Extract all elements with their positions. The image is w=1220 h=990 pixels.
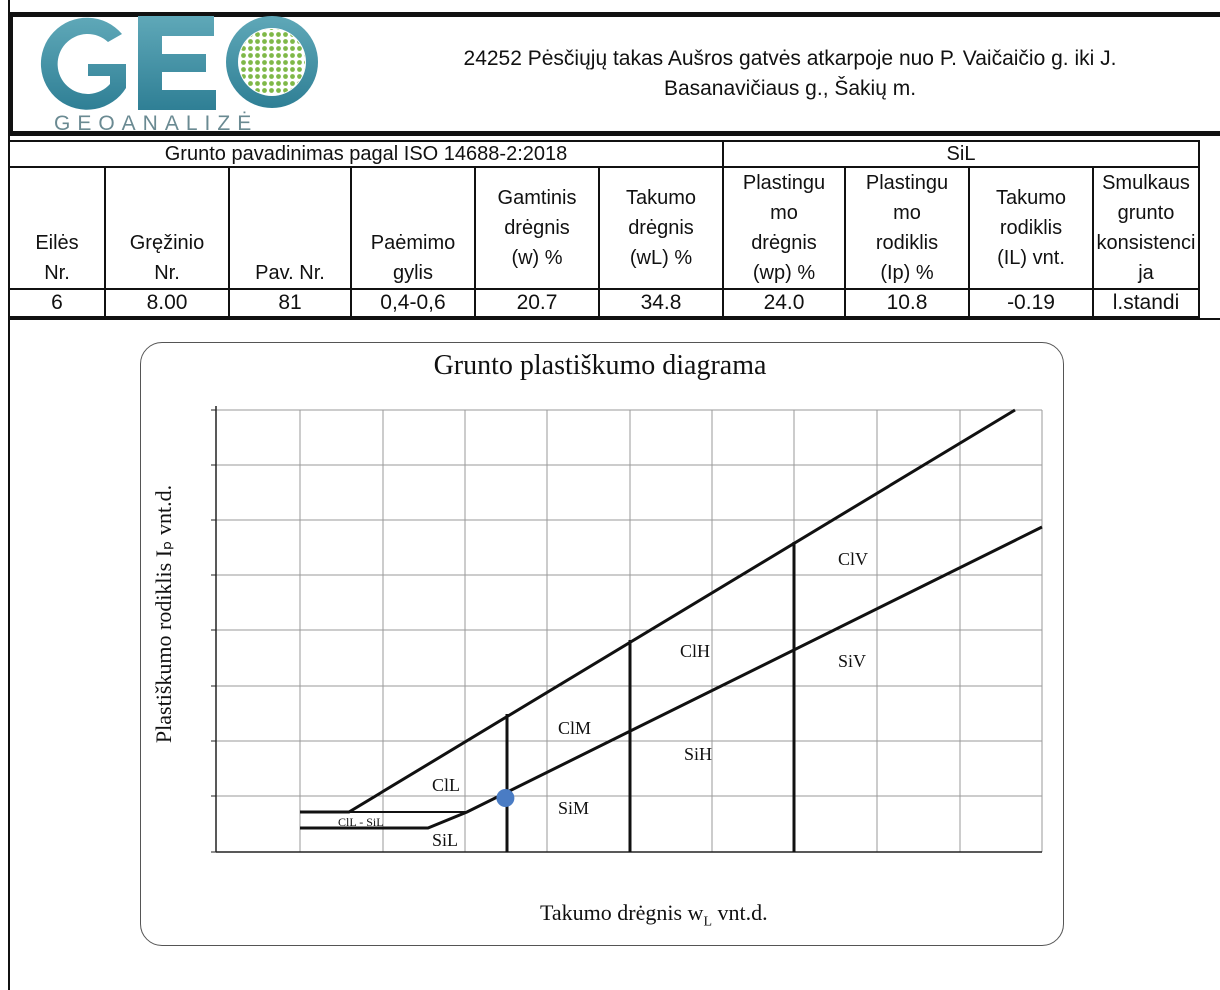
project-title-line1: 24252 Pėsčiųjų takas Aušros gatvės atkar…: [463, 47, 1117, 70]
a-line-upper: [300, 408, 1016, 814]
cell-consistency: l.standi: [1092, 288, 1200, 318]
zone-label-siv: SiV: [838, 651, 866, 671]
sample-data-point: [496, 789, 515, 807]
chart-x-axis-label: Takumo drėgnis wL vnt.d.: [540, 900, 768, 930]
cell-row-number: 6: [8, 288, 106, 318]
cell-liquidity-index: -0.19: [968, 288, 1094, 318]
a-line-lower: [300, 525, 1043, 830]
cell-plastic-limit: 24.0: [722, 288, 846, 318]
zone-label-clm: ClM: [558, 718, 591, 738]
zone-label-sim: SiM: [558, 798, 589, 818]
geo-logo: [30, 10, 330, 138]
zone-label-sil: SiL: [432, 830, 458, 850]
chart-frame: [140, 342, 1064, 946]
col-header-natural-moisture: Gamtinis drėgnis (w) %: [474, 166, 600, 290]
geo-logo-graphic: [40, 16, 318, 110]
col-header-liquid-limit: Takumo drėgnis (wL) %: [598, 166, 724, 290]
header-box: [8, 12, 1220, 136]
col-header-liquidity-index: Takumo rodiklis (IL) vnt.: [968, 166, 1094, 290]
col-header-consistency: Smulkaus grunto konsistenci ja: [1092, 166, 1200, 290]
chart-grid: [211, 409, 1043, 853]
logo-subtitle: GEOANALIZĖ: [54, 112, 259, 135]
zone-label-clh: ClH: [680, 641, 710, 661]
col-header-sample: Pav. Nr.: [228, 166, 352, 290]
cell-borehole: 8.00: [104, 288, 230, 318]
page-left-border: [8, 0, 10, 990]
cell-liquid-limit: 34.8: [598, 288, 724, 318]
col-header-plasticity-index: Plastingu mo rodiklis (Ip) %: [844, 166, 970, 290]
cell-natural-moisture: 20.7: [474, 288, 600, 318]
project-title: 24252 Pėsčiųjų takas Aušros gatvės atkar…: [380, 44, 1200, 104]
project-title-line2: Basanavičiaus g., Šakių m.: [663, 77, 917, 100]
zone-label-cll-sil: ClL - SiL: [338, 815, 384, 829]
soil-properties-table: Grunto pavadinimas pagal ISO 14688-2:201…: [8, 140, 1200, 318]
col-header-plastic-limit: Plastingu mo drėgnis (wp) %: [722, 166, 846, 290]
col-header-depth: Paėmimo gylis: [350, 166, 476, 290]
table-row: 6 8.00 81 0,4-0,6 20.7 34.8 24.0 10.8 -0…: [8, 288, 1200, 318]
section-divider: [8, 318, 1220, 320]
col-header-borehole: Gręžinio Nr.: [104, 166, 230, 290]
col-header-row-number: Eilės Nr.: [8, 166, 106, 290]
zone-boundaries: [300, 408, 1043, 852]
zone-label-clv: ClV: [838, 549, 868, 569]
zone-label-sih: SiH: [684, 744, 712, 764]
classification-value: SiL: [722, 140, 1200, 168]
zone-label-cll: ClL: [432, 775, 460, 795]
chart-title: Grunto plastiškumo diagrama: [433, 350, 767, 381]
cell-sample: 81: [228, 288, 352, 318]
cell-depth: 0,4-0,6: [350, 288, 476, 318]
classification-label: Grunto pavadinimas pagal ISO 14688-2:201…: [8, 140, 724, 168]
zone-labels: ClV ClH SiV ClM SiH ClL SiM ClL - SiL Si…: [338, 549, 868, 850]
cell-plasticity-index: 10.8: [844, 288, 970, 318]
